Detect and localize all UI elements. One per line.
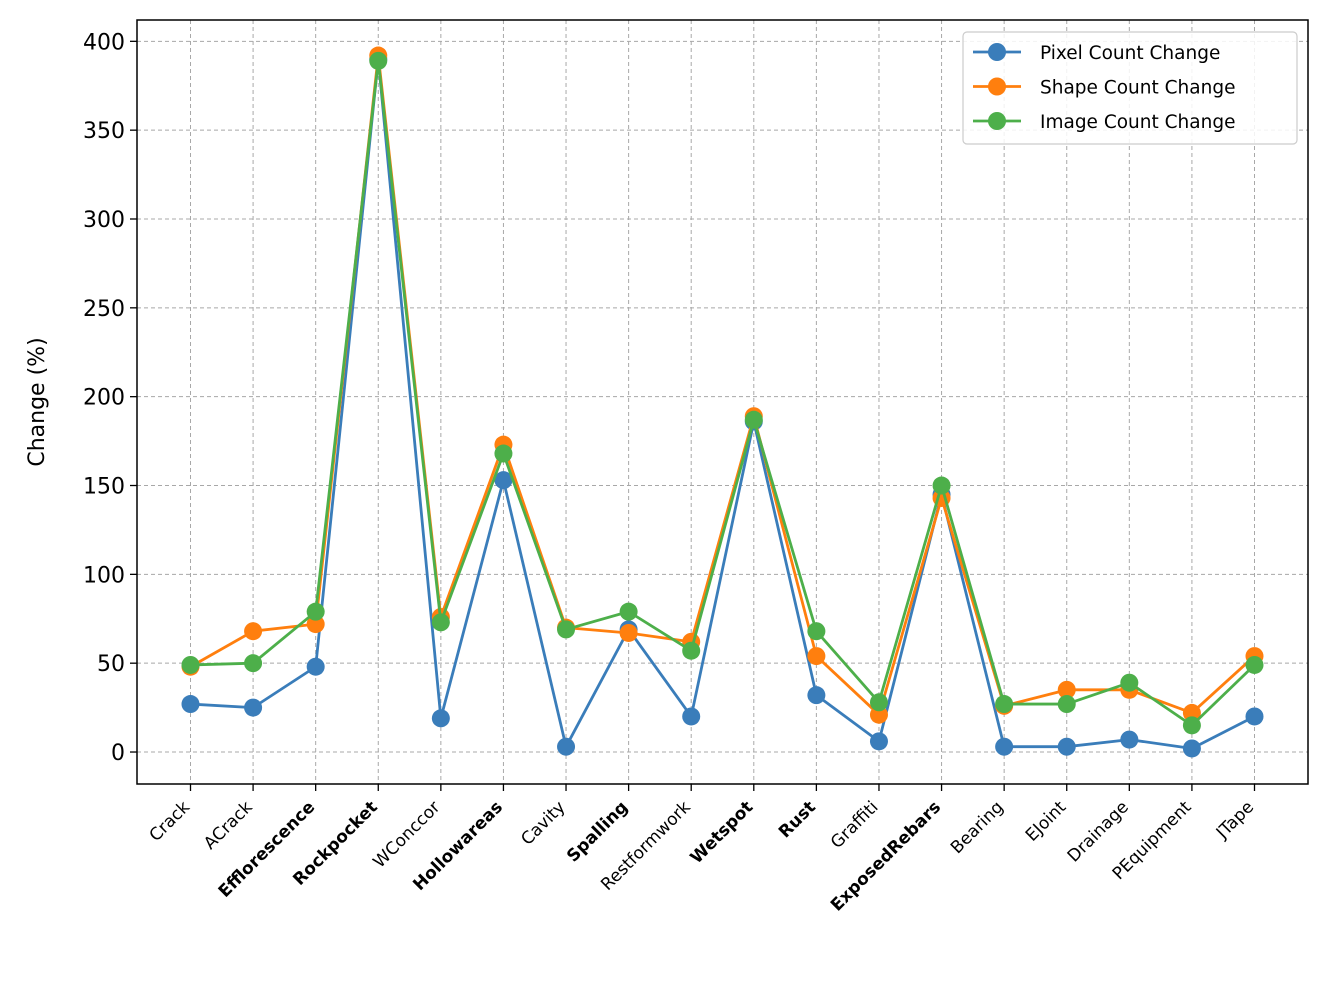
x-tick-label: JTape	[1212, 797, 1258, 843]
series-0	[181, 50, 1264, 758]
data-point	[995, 695, 1014, 714]
data-point	[682, 641, 701, 660]
x-tick-label: Graffiti	[827, 797, 882, 852]
data-point	[306, 657, 325, 676]
data-point	[494, 444, 513, 463]
legend-label: Pixel Count Change	[1040, 43, 1220, 64]
data-point	[306, 615, 325, 634]
legend-marker	[988, 43, 1006, 61]
legend-marker	[988, 112, 1006, 130]
data-point	[1182, 739, 1201, 758]
data-point	[181, 655, 200, 674]
legend-marker	[988, 77, 1006, 96]
data-point	[1057, 680, 1076, 699]
y-tick-label: 0	[111, 741, 125, 766]
series-line	[189, 54, 1256, 717]
legend-box	[962, 31, 1298, 145]
series-line	[190, 59, 1256, 727]
legend-item: Pixel Count Change	[973, 43, 1220, 64]
data-point	[244, 654, 263, 673]
x-tick-label: ExposedRebars	[827, 797, 945, 915]
data-point	[807, 622, 826, 641]
data-point	[431, 613, 450, 632]
data-point	[494, 471, 513, 490]
data-point	[557, 620, 576, 639]
x-axis: Crack ACrackEfflorescenceRockpocketWConcc…	[146, 784, 1258, 915]
legend-label: Image Count Change	[1040, 112, 1235, 133]
legend: Pixel Count Change Shape Count Change Imag…	[962, 31, 1298, 145]
legend-item: Shape Count Change	[973, 77, 1235, 99]
y-tick-label: 350	[83, 119, 125, 144]
legend-label: Shape Count Change	[1040, 78, 1235, 99]
data-point	[1245, 655, 1264, 674]
data-point	[431, 709, 450, 728]
legend-item: Image Count Change	[973, 112, 1235, 133]
x-tick-label: Rust	[775, 797, 820, 842]
y-tick-label: 50	[97, 652, 125, 677]
data-point	[244, 622, 263, 641]
data-point	[1182, 703, 1201, 722]
y-tick-label: 250	[83, 297, 125, 322]
data-point	[1245, 707, 1264, 726]
y-tick-label: 300	[83, 208, 125, 233]
x-tick-label: EJoint	[1022, 797, 1071, 846]
data-point	[181, 695, 200, 714]
data-point	[1057, 695, 1076, 714]
data-point	[1120, 730, 1139, 749]
y-tick-label: 400	[83, 30, 125, 55]
series-2	[181, 51, 1264, 735]
data-point	[869, 693, 888, 712]
data-point	[744, 410, 763, 429]
x-tick-label: Crack	[146, 797, 195, 846]
data-point	[619, 602, 638, 621]
y-tick-label: 100	[83, 563, 125, 588]
plot-frame	[136, 19, 1309, 785]
data-point	[306, 602, 325, 621]
data-point	[1182, 716, 1201, 735]
data-point	[932, 476, 951, 495]
y-tick-label: 150	[83, 475, 125, 500]
data-point	[1120, 673, 1139, 692]
data-point	[1057, 737, 1076, 756]
x-tick-label: ACrack	[200, 797, 257, 854]
data-point	[369, 51, 388, 70]
data-point	[244, 698, 263, 717]
data-point	[869, 705, 888, 724]
data-point	[682, 707, 701, 726]
grid	[137, 20, 1308, 784]
data-point	[869, 732, 888, 751]
y-axis-label: Change (%)	[25, 337, 50, 466]
x-tick-label: Cavity	[517, 797, 569, 849]
x-tick-label: Wetspot	[687, 797, 758, 868]
data-point	[807, 686, 826, 705]
series-line	[190, 57, 1256, 750]
data-point	[995, 737, 1014, 756]
y-axis: 0 50 100 150 200 250 300 350 400	[83, 30, 137, 766]
x-tick-label: Bearing	[947, 797, 1008, 858]
series-layer	[181, 46, 1264, 758]
y-tick-label: 200	[83, 386, 125, 411]
data-point	[557, 737, 576, 756]
data-point	[807, 647, 826, 666]
data-point	[619, 623, 638, 642]
